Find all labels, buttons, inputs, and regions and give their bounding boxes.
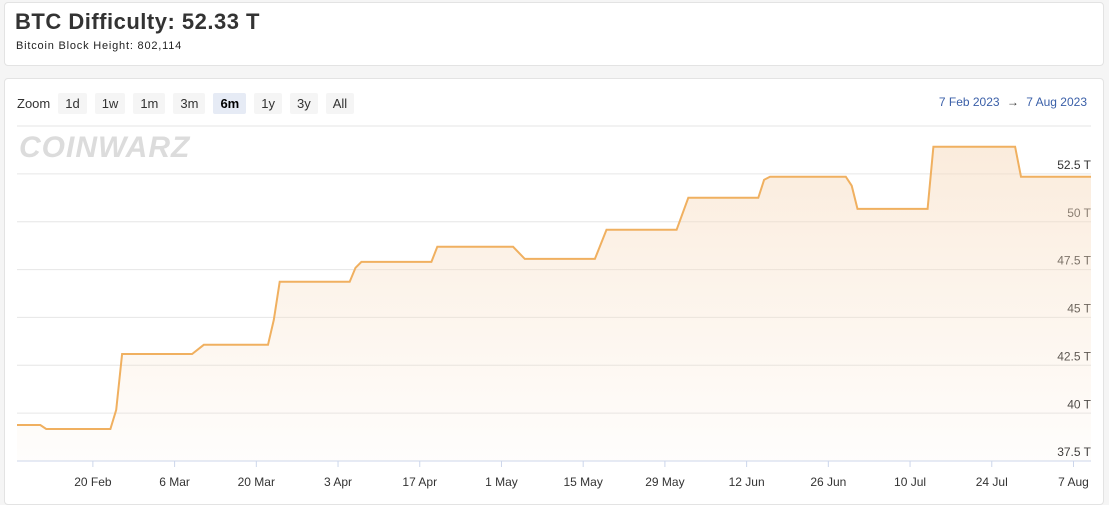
zoom-button[interactable]: 1w bbox=[94, 93, 126, 114]
range-to[interactable]: 7 Aug 2023 bbox=[1026, 95, 1087, 109]
subtitle: Bitcoin Block Height: 802,114 bbox=[16, 40, 183, 52]
x-tick-label: 6 Mar bbox=[159, 475, 190, 489]
zoom-button[interactable]: 1y bbox=[254, 93, 282, 114]
header-card: BTC Difficulty: 52.33 T Bitcoin Block He… bbox=[4, 2, 1104, 66]
line bbox=[17, 145, 1091, 430]
x-tick-label: 12 Jun bbox=[729, 475, 765, 489]
x-tick-label: 3 Apr bbox=[324, 475, 352, 489]
y-tick-label: 52.5 T bbox=[1057, 158, 1091, 172]
x-tick-label: 17 Apr bbox=[402, 475, 437, 489]
watermark: COINWARZ bbox=[19, 131, 191, 164]
zoom-button[interactable]: 1d bbox=[58, 93, 87, 114]
x-tick-label: 29 May bbox=[645, 475, 684, 489]
x-tick-label: 7 Aug bbox=[1058, 475, 1089, 489]
x-tick-label: 26 Jun bbox=[810, 475, 846, 489]
x-tick-label: 20 Mar bbox=[238, 475, 275, 489]
range-arrow: → bbox=[1006, 95, 1019, 109]
x-tick-label: 15 May bbox=[564, 475, 603, 489]
zoom-button[interactable]: 6m bbox=[213, 93, 247, 114]
zoom-button[interactable]: 3y bbox=[289, 93, 318, 114]
chart-card: COINWARZ 37.5 T40 T42.5 T45 T47.5 T50 T5… bbox=[4, 78, 1104, 505]
area bbox=[17, 146, 1091, 461]
x-tick-label: 20 Feb bbox=[74, 475, 112, 489]
date-range: 7 Feb 2023 → 7 Aug 2023 bbox=[935, 95, 1087, 109]
title: BTC Difficulty: 52.33 T bbox=[15, 9, 260, 34]
x-tick-label: 1 May bbox=[485, 475, 518, 489]
x-tick-label: 10 Jul bbox=[894, 475, 926, 489]
zoom-button[interactable]: All bbox=[325, 93, 355, 114]
zoom-bar: Zoom 1d 1w 1m 3m 6m 1y 3y All bbox=[17, 93, 362, 114]
zoom-button[interactable]: 3m bbox=[173, 93, 206, 114]
range-from[interactable]: 7 Feb 2023 bbox=[938, 95, 1000, 109]
zoom-label: Zoom bbox=[17, 96, 51, 111]
zoom-button[interactable]: 1m bbox=[133, 93, 166, 114]
x-tick-label: 24 Jul bbox=[976, 475, 1008, 489]
chart: COINWARZ 37.5 T40 T42.5 T45 T47.5 T50 T5… bbox=[17, 125, 1092, 489]
